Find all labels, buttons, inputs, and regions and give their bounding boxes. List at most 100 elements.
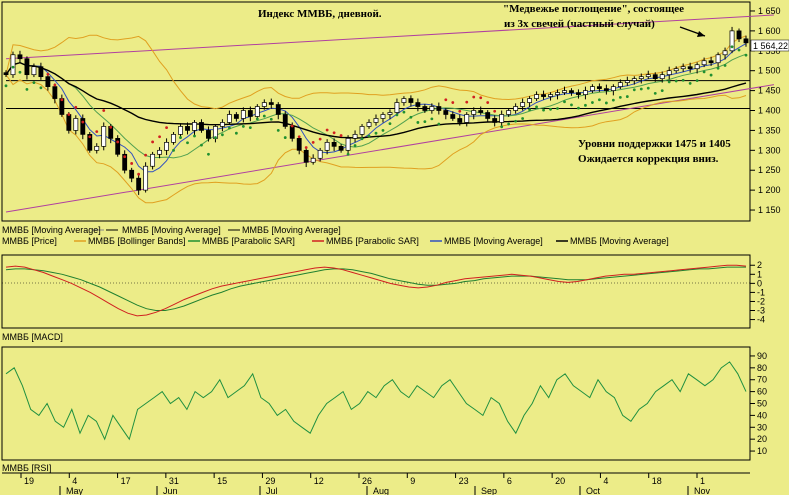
parabolic-sar-dot [521,117,525,120]
parabolic-sar-dot [632,88,636,92]
candle-body [275,104,281,115]
candle-body [687,66,693,70]
parabolic-sar-dot [318,137,322,141]
rsi-tick-label: 20 [757,434,767,444]
rsi-tick-label: 90 [757,351,767,361]
parabolic-sar-dot [528,108,531,112]
candle-body [394,102,400,113]
candle-body [136,177,142,191]
legend2-item-5: ММВБ [Moving Average] [444,236,543,246]
macd-tick-label: 1 [757,269,762,279]
day-tick-label: 6 [507,476,512,486]
parabolic-sar-dot [604,101,608,105]
price-tick-label: 1 200 [758,185,781,195]
parabolic-sar-dot [81,120,85,124]
channel-upper-line [5,14,774,60]
candle-body [485,112,491,119]
parabolic-sar-dot [339,134,343,137]
candle-body [31,66,37,76]
candle-body [569,90,574,93]
parabolic-sar-dot [423,120,427,124]
candle-body [527,98,533,103]
candle-body [429,106,435,111]
parabolic-sar-dot [444,98,448,102]
parabolic-sar-dot [276,129,280,132]
candle-body [101,126,107,147]
day-tick-label: 31 [169,476,179,486]
parabolic-sar-dot [248,126,252,130]
candle-body [541,94,546,97]
candle-body [583,90,588,95]
parabolic-sar-dot [297,135,301,139]
month-tick-label: Aug [373,486,389,495]
parabolic-sar-dot [234,131,238,135]
candle-body [422,106,428,111]
parabolic-sar-dot [353,144,357,147]
parabolic-sar-dot [374,131,378,135]
candle-body [645,74,651,78]
parabolic-sar-dot [172,148,175,152]
legend1-item-1: ММВБ [Moving Average] [2,225,101,235]
parabolic-sar-dot [130,162,134,165]
candle-body [589,86,595,91]
price-tick-label: 1 400 [758,106,781,116]
rsi-tick-label: 10 [757,446,767,456]
parabolic-sar-dot [486,101,490,104]
candle-body [673,68,679,72]
parabolic-sar-dot [32,81,36,85]
parabolic-sar-dot [479,96,483,100]
rsi-tick-label: 80 [757,363,767,373]
candle-body [219,122,225,127]
macd-line [5,264,747,317]
month-tick-label: Jun [163,486,178,495]
price-tick-label: 1 250 [758,165,781,175]
candle-body [317,149,323,159]
candle-body [289,126,295,139]
candle-body [562,90,567,93]
candle-body [87,134,93,151]
parabolic-sar-dot [207,152,210,156]
parabolic-sar-dot [688,82,692,85]
candle-body [743,38,749,44]
price-tick-label: 1 450 [758,86,781,96]
rsi-tick-label: 30 [757,422,767,432]
candle-body [499,114,505,123]
parabolic-sar-dot [123,155,127,159]
candle-body [3,72,9,76]
candle-body [345,138,351,151]
parabolic-sar-dot [325,128,329,132]
parabolic-sar-dot [200,143,203,147]
rsi-tick-label: 70 [757,375,767,385]
candle-body [206,130,211,139]
parabolic-sar-dot [227,126,231,130]
candle-body [24,58,30,76]
month-tick-label: Oct [586,486,601,495]
candle-body [359,126,365,135]
parabolic-sar-dot [667,80,671,84]
candle-body [701,60,707,66]
price-tick-label: 1 350 [758,125,781,135]
candle-body [471,110,477,115]
candle-body [464,114,470,123]
parabolic-sar-dot [193,134,196,138]
candle-body [736,30,742,40]
candle-body [408,98,414,103]
candle-body [164,142,169,151]
day-tick-label: 29 [265,476,275,486]
parabolic-sar-dot [332,131,336,135]
candle-body [338,145,344,151]
candle-body [122,153,128,171]
candle-body [715,54,721,64]
parabolic-sar-dot [283,136,287,139]
channel-lower-line [5,84,775,213]
candle-body [80,118,86,135]
moving-average-mid [5,53,747,159]
candle-body [247,110,253,117]
parabolic-sar-dot [416,121,420,124]
candle-body [115,138,121,155]
parabolic-sar-dot [214,136,217,139]
candle-body [520,102,526,107]
candle-body [296,138,302,151]
candle-body [548,94,553,97]
macd-tick-label: -3 [757,306,765,316]
